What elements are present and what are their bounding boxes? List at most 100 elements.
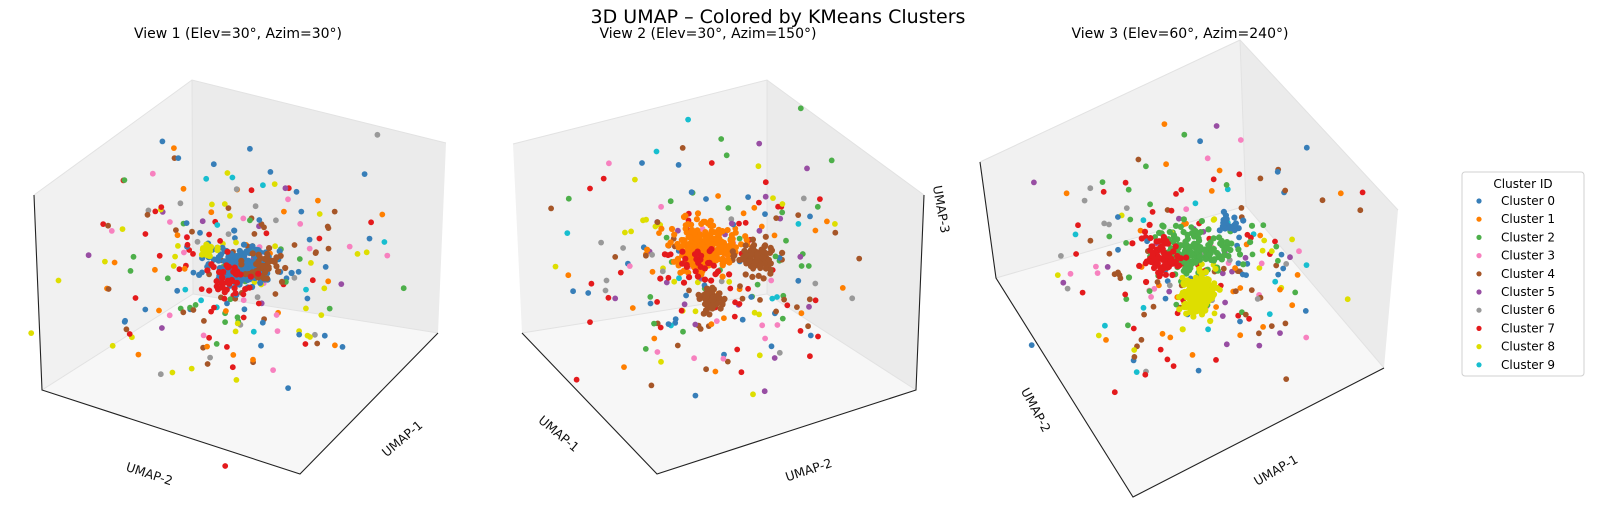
scatter-point bbox=[210, 161, 217, 168]
scatter-point bbox=[732, 299, 738, 306]
axis-lines bbox=[979, 161, 1385, 498]
scatter-point bbox=[716, 295, 723, 302]
scatter-point bbox=[839, 285, 846, 291]
scatter-point bbox=[208, 308, 215, 315]
scatter-point bbox=[755, 272, 762, 279]
scatter-point bbox=[181, 249, 187, 256]
axis-lines bbox=[33, 194, 439, 475]
scatter-point bbox=[659, 268, 666, 275]
axis-label-umap-1: UMAP-1 bbox=[536, 412, 583, 454]
scatter-point bbox=[824, 218, 830, 225]
scatter-point bbox=[675, 162, 682, 168]
scatter-point bbox=[127, 268, 134, 274]
scatter-point bbox=[762, 193, 769, 200]
scatter-point bbox=[210, 263, 217, 271]
subplot-title-view-1: View 1 (Elev=30°, Azim=30°) bbox=[134, 26, 342, 42]
pane-left bbox=[34, 80, 193, 390]
scatter-point bbox=[308, 260, 314, 266]
scatter-point bbox=[1272, 278, 1279, 285]
legend-label: Cluster 4 bbox=[1501, 267, 1555, 281]
scatter-point bbox=[1237, 137, 1244, 143]
scatter-point bbox=[548, 205, 554, 212]
scatter-point bbox=[240, 297, 247, 304]
scatter-point bbox=[807, 332, 814, 339]
scatter-point bbox=[1303, 334, 1310, 341]
scatter-point bbox=[255, 251, 262, 258]
scatter-point bbox=[175, 155, 182, 162]
scatter-point bbox=[1195, 292, 1203, 300]
scatter-point bbox=[731, 313, 738, 320]
scatter-point bbox=[296, 256, 303, 262]
scatter-point bbox=[1188, 224, 1195, 231]
scatter-point bbox=[1257, 175, 1264, 182]
scatter-point bbox=[1173, 301, 1180, 308]
scatter-point bbox=[756, 311, 762, 318]
scatter-point bbox=[703, 290, 710, 297]
scatter-point bbox=[211, 304, 217, 311]
scatter-point bbox=[220, 268, 227, 276]
scatter-point bbox=[1272, 238, 1278, 245]
scatter-point bbox=[1141, 311, 1147, 318]
scatter-point bbox=[1211, 216, 1218, 223]
scatter-point bbox=[588, 280, 595, 287]
scatter-point bbox=[679, 260, 686, 267]
scatter-point bbox=[1106, 221, 1112, 228]
scatter-point bbox=[709, 253, 716, 260]
scatter-point bbox=[737, 283, 743, 289]
scatter-point bbox=[192, 302, 199, 308]
scatter-point bbox=[701, 276, 709, 283]
scatter-point bbox=[1179, 274, 1186, 281]
scatter-point bbox=[668, 225, 676, 233]
scatter-point bbox=[743, 236, 750, 244]
scatter-point bbox=[322, 264, 329, 270]
scatter-point bbox=[774, 294, 780, 300]
scatter-point bbox=[1201, 280, 1208, 287]
scatter-point bbox=[1149, 249, 1156, 256]
figure-title: 3D UMAP – Colored by KMeans Clusters bbox=[591, 6, 966, 28]
scatter-point bbox=[400, 285, 407, 292]
scatter-point bbox=[651, 335, 658, 342]
scatter-point bbox=[1103, 337, 1109, 343]
scatter-point bbox=[694, 273, 702, 280]
scatter-point bbox=[1190, 301, 1198, 308]
scatter-point bbox=[1135, 156, 1142, 163]
scatter-point bbox=[812, 227, 819, 234]
scatter-point bbox=[174, 232, 181, 239]
scatter-point bbox=[291, 242, 298, 248]
scatter-point bbox=[1138, 235, 1145, 242]
scatter-point bbox=[714, 300, 721, 307]
scatter-point bbox=[729, 248, 736, 255]
scatter-point bbox=[135, 351, 142, 358]
subplot-view-1: View 1 (Elev=30°, Azim=30°) UMAP-1 UMAP-… bbox=[28, 26, 447, 488]
scatter-point bbox=[649, 251, 655, 258]
scatter-point bbox=[121, 177, 128, 184]
scatter-point bbox=[718, 136, 725, 142]
scatter-point bbox=[1184, 277, 1191, 284]
scatter-point bbox=[258, 342, 264, 349]
scatter-point bbox=[1190, 291, 1197, 298]
scatter-point bbox=[253, 261, 260, 268]
scatter-point bbox=[1156, 273, 1163, 280]
legend-label: Cluster 2 bbox=[1501, 230, 1555, 244]
scatter-point bbox=[1282, 320, 1289, 327]
scatter-point bbox=[1256, 342, 1263, 349]
scatter-point bbox=[207, 354, 214, 361]
axis-label-umap-3: UMAP-3 bbox=[930, 184, 953, 234]
pane-floor bbox=[42, 294, 438, 474]
scatter-point bbox=[1359, 189, 1366, 196]
scatter-point bbox=[674, 342, 681, 349]
scatter-point bbox=[1148, 294, 1154, 300]
scatter-point bbox=[1196, 246, 1203, 253]
scatter-point bbox=[1176, 215, 1182, 222]
scatter-point bbox=[232, 290, 239, 297]
scatter-point bbox=[784, 302, 791, 309]
scatter-point bbox=[234, 314, 241, 321]
scatter-point bbox=[719, 260, 726, 268]
scatter-point bbox=[1133, 369, 1140, 375]
legend-label: Cluster 6 bbox=[1501, 303, 1555, 317]
scatter-point bbox=[621, 364, 627, 370]
scatter-point bbox=[648, 382, 655, 389]
scatter-point bbox=[713, 318, 720, 324]
scatter-point bbox=[680, 279, 688, 286]
scatter-point bbox=[249, 250, 256, 257]
